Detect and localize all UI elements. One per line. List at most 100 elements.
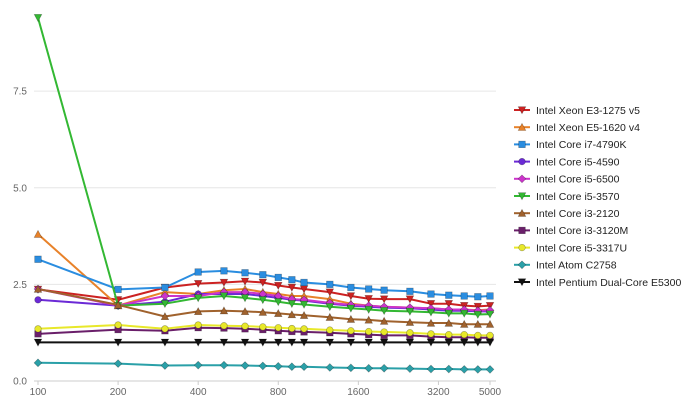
data-point: [160, 291, 170, 301]
data-point: [219, 292, 229, 301]
data-point: [325, 363, 335, 372]
data-point: [325, 338, 335, 347]
y-tick-label: 7.5: [13, 87, 27, 98]
data-point: [405, 317, 415, 326]
data-point: [406, 329, 414, 337]
legend-item[interactable]: Intel Core i5-3317U: [514, 242, 627, 254]
data-point: [240, 338, 250, 347]
data-point: [380, 286, 388, 294]
plot-area: [33, 14, 495, 374]
legend-label: Intel Core i7-4790K: [536, 139, 626, 151]
legend[interactable]: Intel Xeon E3-1275 v5 Intel Xeon E5-1620 …: [514, 105, 681, 289]
data-point: [405, 364, 415, 373]
data-point: [219, 338, 229, 347]
y-tick-label: 0.0: [13, 377, 27, 388]
data-point: [346, 304, 356, 313]
legend-marker: [518, 244, 526, 252]
data-point: [113, 359, 123, 368]
data-point: [347, 283, 355, 292]
data-point: [33, 284, 43, 293]
legend-item[interactable]: Intel Xeon E5-1620 v4: [514, 122, 640, 134]
legend-label: Intel Atom C2758: [536, 260, 617, 272]
data-point: [241, 322, 249, 330]
legend-item[interactable]: Intel Atom C2758: [514, 260, 617, 272]
legend-item[interactable]: Intel Core i5-3570: [514, 191, 620, 203]
data-point: [473, 338, 483, 347]
legend-item[interactable]: Intel Core i3-3120M: [514, 225, 628, 237]
legend-item[interactable]: Intel Xeon E3-1275 v5: [514, 105, 640, 117]
data-point: [34, 255, 42, 263]
data-point: [34, 325, 42, 333]
data-point: [459, 338, 469, 347]
data-point: [193, 280, 203, 289]
data-point: [299, 362, 309, 372]
data-point: [459, 365, 469, 374]
data-point: [485, 310, 495, 319]
data-point: [460, 292, 468, 300]
data-point: [273, 338, 283, 347]
legend-item[interactable]: Intel Core i7-4790K: [514, 139, 626, 151]
data-point: [258, 338, 268, 347]
x-axis: 100 200 400 800 1600 3200 5000: [30, 381, 502, 398]
data-point: [379, 295, 389, 304]
legend-label: Intel Core i5-3317U: [536, 242, 627, 254]
data-point: [33, 229, 43, 238]
data-point: [114, 321, 122, 329]
legend-marker: [518, 140, 526, 149]
data-point: [219, 278, 229, 287]
series-line: [37, 17, 491, 316]
data-point: [241, 269, 249, 277]
data-point: [160, 312, 170, 321]
legend-marker: [517, 122, 527, 131]
data-point: [288, 276, 296, 284]
data-point: [160, 338, 170, 347]
legend-label: Intel Xeon E3-1275 v5: [536, 105, 640, 117]
data-point: [240, 277, 250, 286]
legend-item[interactable]: Intel Core i5-6500: [514, 174, 620, 186]
series-line: [37, 288, 490, 326]
data-point: [326, 280, 334, 288]
series-5: [33, 14, 495, 319]
y-tick-label: 2.5: [13, 280, 27, 291]
data-point: [427, 290, 435, 298]
data-point: [258, 296, 268, 305]
data-point: [326, 326, 334, 334]
data-point: [444, 318, 454, 327]
data-point: [405, 295, 415, 304]
legend-item[interactable]: Intel Core i3-2120: [514, 208, 620, 220]
data-point: [273, 281, 283, 290]
data-point: [193, 307, 203, 316]
data-point: [160, 361, 170, 370]
data-point: [259, 271, 267, 279]
data-point: [379, 307, 389, 316]
legend-item[interactable]: Intel Core i5-4590: [514, 156, 620, 168]
legend-label: Intel Core i3-3120M: [536, 225, 628, 237]
data-point: [405, 307, 415, 316]
data-point: [347, 327, 355, 335]
x-tick-label: 3200: [427, 387, 450, 398]
data-point: [459, 309, 469, 318]
data-point: [299, 310, 309, 319]
data-point: [273, 298, 283, 307]
data-point: [364, 295, 374, 304]
x-tick-label: 5000: [479, 387, 502, 398]
data-point: [459, 319, 469, 328]
data-point: [346, 338, 356, 347]
data-point: [365, 327, 373, 336]
x-tick-label: 400: [190, 387, 207, 398]
data-point: [258, 278, 268, 287]
data-point: [365, 285, 373, 293]
y-axis: 0.0 2.5 5.0 7.5: [13, 87, 27, 388]
data-point: [240, 307, 250, 316]
legend-item[interactable]: Intel Pentium Dual-Core E5300: [514, 277, 681, 289]
data-point: [427, 330, 435, 338]
data-point: [426, 300, 436, 309]
data-point: [273, 308, 283, 317]
data-point: [161, 325, 169, 333]
legend-label: Intel Pentium Dual-Core E5300: [536, 277, 681, 289]
data-point: [474, 331, 482, 339]
data-point: [325, 303, 335, 312]
data-point: [445, 291, 453, 299]
data-point: [473, 310, 483, 319]
series-8: [34, 321, 494, 339]
